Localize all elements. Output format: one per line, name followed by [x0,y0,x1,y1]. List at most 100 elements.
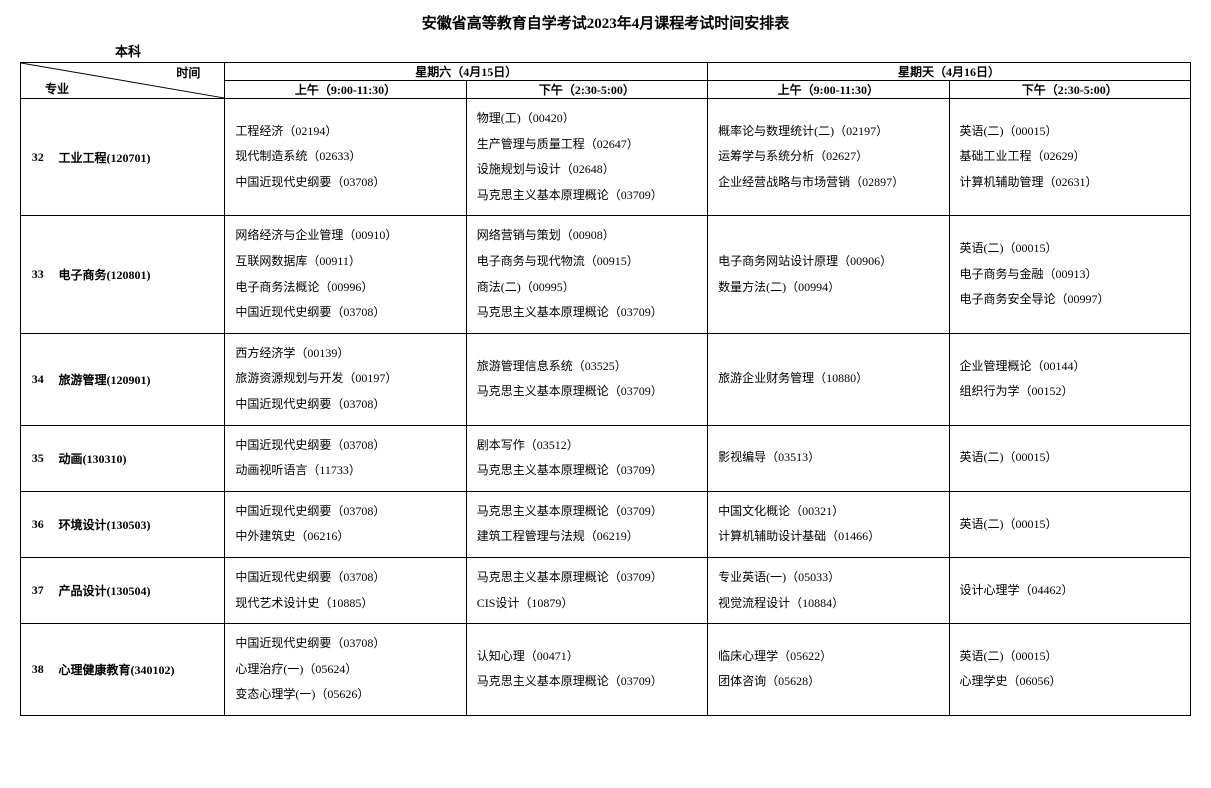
row-index: 37 [21,557,55,623]
course-item: 临床心理学（05622） [718,649,942,665]
level-label: 本科 [115,41,1191,60]
row-major: 工业工程(120701) [55,99,225,216]
course-item: 动画视听语言（11733） [235,463,459,479]
header-slot-sun-pm: 下午（2:30-5:00） [949,81,1190,99]
course-item: 马克思主义基本原理概论（03709） [477,570,701,586]
course-item: 剧本写作（03512） [477,438,701,454]
course-cell: 专业英语(一)（05033） 视觉流程设计（10884） [708,557,949,623]
table-row: 33电子商务(120801)网络经济与企业管理（00910）互联网数据库（009… [21,216,1191,333]
course-item: 旅游资源规划与开发（00197） [235,371,459,387]
course-cell: 物理(工)（00420）生产管理与质量工程（02647）设施规划与设计（0264… [466,99,707,216]
table-body: 32工业工程(120701)工程经济（02194）现代制造系统（02633）中国… [21,99,1191,716]
course-item: 现代制造系统（02633） [235,149,459,165]
row-index: 33 [21,216,55,333]
course-cell: 设计心理学（04462） [949,557,1190,623]
course-cell: 网络营销与策划（00908）电子商务与现代物流（00915）商法(二)（0099… [466,216,707,333]
course-cell: 英语(二)（00015）电子商务与金融（00913）电子商务安全导论（00997… [949,216,1190,333]
course-item: 专业英语(一)（05033） [718,570,942,586]
course-item: 中外建筑史（06216） [235,529,459,545]
course-item: 英语(二)（00015） [960,649,1184,665]
course-item: 中国近现代史纲要（03708） [235,636,459,652]
course-item: 中国近现代史纲要（03708） [235,504,459,520]
course-item: 马克思主义基本原理概论（03709） [477,305,701,321]
header-day-sunday: 星期天（4月16日） [708,63,1191,81]
header-time-label: 时间 [176,64,200,81]
course-item: 中国近现代史纲要（03708） [235,570,459,586]
course-cell: 英语(二)（00015） 心理学史（06056） [949,624,1190,716]
row-major: 动画(130310) [55,425,225,491]
course-item: 电子商务与金融（00913） [960,267,1184,283]
table-row: 37产品设计(130504) 中国近现代史纲要（03708） 现代艺术设计史（108… [21,557,1191,623]
course-item: 旅游管理信息系统（03525） [477,359,701,375]
course-item: 企业经营战略与市场营销（02897） [718,175,942,191]
course-item: 认知心理（00471） [477,649,701,665]
diag-header: 专业 时间 [21,63,225,99]
course-item: 心理学史（06056） [960,674,1184,690]
course-cell: 中国近现代史纲要（03708） 现代艺术设计史（10885） [225,557,466,623]
course-cell: 中国文化概论（00321）计算机辅助设计基础（01466） [708,491,949,557]
course-cell: 临床心理学（05622） 团体咨询（05628） [708,624,949,716]
course-cell: 影视编导（03513） [708,425,949,491]
header-slot-sun-am: 上午（9:00-11:30） [708,81,949,99]
course-cell: 剧本写作（03512）马克思主义基本原理概论（03709） [466,425,707,491]
course-item: 工程经济（02194） [235,124,459,140]
table-row: 35动画(130310)中国近现代史纲要（03708）动画视听语言（11733）… [21,425,1191,491]
course-cell: 网络经济与企业管理（00910） 互联网数据库（00911） 电子商务法概论（009… [225,216,466,333]
course-item: 团体咨询（05628） [718,674,942,690]
schedule-table: 专业 时间 星期六（4月15日） 星期天（4月16日） 上午（9:00-11:3… [20,62,1191,716]
course-cell: 中国近现代史纲要（03708） 中外建筑史（06216） [225,491,466,557]
header-slot-sat-pm: 下午（2:30-5:00） [466,81,707,99]
course-item: 现代艺术设计史（10885） [235,596,459,612]
row-index: 34 [21,333,55,425]
course-item: 中国近现代史纲要（03708） [235,397,459,413]
row-index: 36 [21,491,55,557]
course-cell: 概率论与数理统计(二)（02197）运筹学与系统分析（02627）企业经营战略与… [708,99,949,216]
course-item: 计算机辅助设计基础（01466） [718,529,942,545]
course-cell: 英语(二)（00015） [949,491,1190,557]
course-item: 设施规划与设计（02648） [477,162,701,178]
course-item: 中国近现代史纲要（03708） [235,175,459,191]
row-major: 旅游管理(120901) [55,333,225,425]
course-cell: 企业管理概论（00144）组织行为学（00152） [949,333,1190,425]
course-item: 马克思主义基本原理概论（03709） [477,188,701,204]
course-item: 计算机辅助管理（02631） [960,175,1184,191]
course-item: 物理(工)（00420） [477,111,701,127]
course-item: 中国近现代史纲要（03708） [235,438,459,454]
course-item: 网络经济与企业管理（00910） [235,228,459,244]
course-item: 电子商务与现代物流（00915） [477,254,701,270]
course-item: 电子商务法概论（00996） [235,280,459,296]
course-cell: 英语(二)（00015） [949,425,1190,491]
course-item: 运筹学与系统分析（02627） [718,149,942,165]
header-slot-sat-am: 上午（9:00-11:30） [225,81,466,99]
course-item: 电子商务安全导论（00997） [960,292,1184,308]
table-row: 34旅游管理(120901)西方经济学（00139）旅游资源规划与开发（0019… [21,333,1191,425]
course-item: 马克思主义基本原理概论（03709） [477,504,701,520]
table-row: 32工业工程(120701)工程经济（02194）现代制造系统（02633）中国… [21,99,1191,216]
course-item: 视觉流程设计（10884） [718,596,942,612]
course-item: CIS设计（10879） [477,596,701,612]
course-cell: 旅游管理信息系统（03525） 马克思主义基本原理概论（03709） [466,333,707,425]
course-item: 心理治疗(一)（05624） [235,662,459,678]
course-cell: 马克思主义基本原理概论（03709） 建筑工程管理与法规（06219） [466,491,707,557]
course-cell: 电子商务网站设计原理（00906）数量方法(二)（00994） [708,216,949,333]
course-item: 中国近现代史纲要（03708） [235,305,459,321]
course-item: 马克思主义基本原理概论（03709） [477,384,701,400]
header-day-saturday: 星期六（4月15日） [225,63,708,81]
course-item: 网络营销与策划（00908） [477,228,701,244]
course-cell: 英语(二)（00015）基础工业工程（02629）计算机辅助管理（02631） [949,99,1190,216]
course-item: 旅游企业财务管理（10880） [718,371,942,387]
course-item: 企业管理概论（00144） [960,359,1184,375]
header-major-label: 专业 [45,80,69,97]
row-index: 38 [21,624,55,716]
course-item: 建筑工程管理与法规（06219） [477,529,701,545]
course-cell: 马克思主义基本原理概论（03709） CIS设计（10879） [466,557,707,623]
course-item: 变态心理学(一)（05626） [235,687,459,703]
course-cell: 西方经济学（00139）旅游资源规划与开发（00197）中国近现代史纲要（037… [225,333,466,425]
page-title: 安徽省高等教育自学考试2023年4月课程考试时间安排表 [20,12,1191,33]
course-item: 基础工业工程（02629） [960,149,1184,165]
course-item: 英语(二)（00015） [960,450,1184,466]
row-major: 产品设计(130504) [55,557,225,623]
course-item: 设计心理学（04462） [960,583,1184,599]
course-item: 互联网数据库（00911） [235,254,459,270]
course-item: 影视编导（03513） [718,450,942,466]
